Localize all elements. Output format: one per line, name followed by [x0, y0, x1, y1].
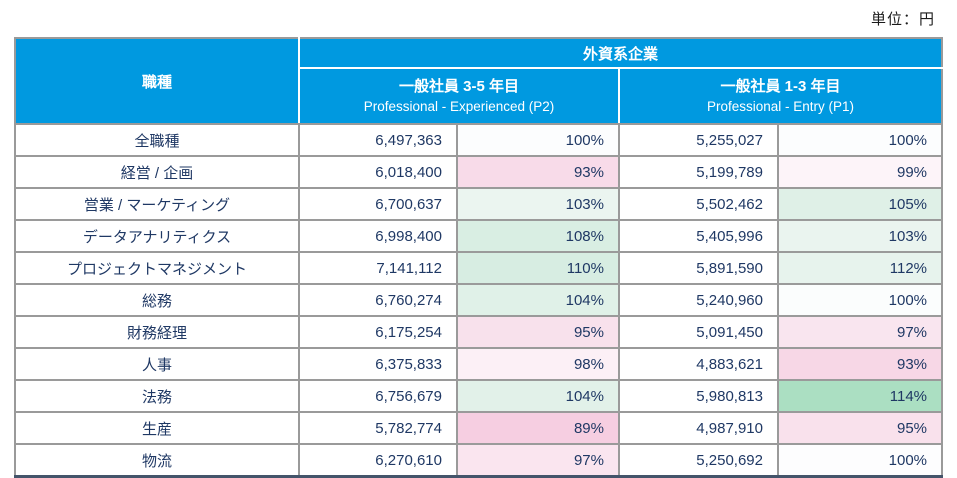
job-label: 物流: [14, 443, 300, 478]
job-label: 人事: [14, 347, 300, 381]
table-row: 経営 / 企画 6,018,400 93% 5,199,789 99%: [14, 155, 944, 189]
p1-ratio-value: 95%: [776, 411, 944, 445]
table-header: 職種 外資系企業 一般社員 3-5 年目 Professional - Expe…: [14, 37, 944, 125]
column-header-p2: 一般社員 3-5 年目 Professional - Experienced (…: [298, 67, 620, 125]
p2-salary-value: 6,497,363: [298, 123, 458, 157]
job-type-column-header: 職種: [14, 37, 300, 125]
p1-salary-value: 5,091,450: [618, 315, 779, 349]
table-row: 生産 5,782,774 89% 4,987,910 95%: [14, 411, 944, 445]
p1-ratio-value: 100%: [776, 123, 944, 157]
group-header-row: 職種 外資系企業: [14, 37, 944, 125]
p2-salary-value: 6,375,833: [298, 347, 458, 381]
p1-salary-value: 5,405,996: [618, 219, 779, 253]
p1-ratio-value: 103%: [776, 219, 944, 253]
p1-ratio-value: 100%: [776, 283, 944, 317]
p2-ratio-value: 89%: [456, 411, 620, 445]
p1-salary-value: 4,883,621: [618, 347, 779, 381]
p2-salary-value: 6,018,400: [298, 155, 458, 189]
salary-table: 職種 外資系企業 一般社員 3-5 年目 Professional - Expe…: [14, 37, 944, 478]
p2-ratio-value: 108%: [456, 219, 620, 253]
table-row: 法務 6,756,679 104% 5,980,813 114%: [14, 379, 944, 413]
sub-header-row: 一般社員 3-5 年目 Professional - Experienced (…: [15, 67, 944, 125]
p1-salary-value: 5,502,462: [618, 187, 779, 221]
p1-salary-value: 5,980,813: [618, 379, 779, 413]
p2-salary-value: 6,700,637: [298, 187, 458, 221]
job-label: データアナリティクス: [14, 219, 300, 253]
job-label: 全職種: [14, 123, 300, 157]
job-label: 法務: [14, 379, 300, 413]
p2-ratio-value: 95%: [456, 315, 620, 349]
p2-salary-value: 6,756,679: [298, 379, 458, 413]
p2-salary-value: 6,270,610: [298, 443, 458, 478]
job-label: 経営 / 企画: [14, 155, 300, 189]
p1-ratio-value: 105%: [776, 187, 944, 221]
p1-salary-value: 5,255,027: [618, 123, 779, 157]
p1-ratio-value: 99%: [776, 155, 944, 189]
p2-salary-value: 6,760,274: [298, 283, 458, 317]
column-header-p1-jp: 一般社員 1-3 年目: [720, 78, 841, 95]
p1-salary-value: 5,199,789: [618, 155, 779, 189]
table-row: データアナリティクス 6,998,400 108% 5,405,996 103%: [14, 219, 944, 253]
table-row: 全職種 6,497,363 100% 5,255,027 100%: [14, 123, 944, 157]
p1-salary-value: 5,240,960: [618, 283, 779, 317]
column-header-p1-en: Professional - Entry (P1): [706, 99, 855, 114]
p2-ratio-value: 98%: [456, 347, 620, 381]
p1-ratio-value: 97%: [776, 315, 944, 349]
p2-ratio-value: 103%: [456, 187, 620, 221]
p1-salary-value: 4,987,910: [618, 411, 779, 445]
job-label: プロジェクトマネジメント: [14, 251, 300, 285]
p2-salary-value: 7,141,112: [298, 251, 458, 285]
p1-ratio-value: 114%: [776, 379, 944, 413]
table-row: 人事 6,375,833 98% 4,883,621 93%: [14, 347, 944, 381]
table-row: 総務 6,760,274 104% 5,240,960 100%: [14, 283, 944, 317]
p2-salary-value: 6,998,400: [298, 219, 458, 253]
table-body: 全職種 6,497,363 100% 5,255,027 100% 経営 / 企画 6,01…: [14, 123, 944, 478]
table-row: プロジェクトマネジメント 7,141,112 110% 5,891,590 112%: [14, 251, 944, 285]
p1-ratio-value: 93%: [776, 347, 944, 381]
p1-ratio-value: 112%: [776, 251, 944, 285]
p2-ratio-value: 100%: [456, 123, 620, 157]
table-row: 財務経理 6,175,254 95% 5,091,450 97%: [14, 315, 944, 349]
table-row: 営業 / マーケティング 6,700,637 103% 5,502,462 105%: [14, 187, 944, 221]
unit-label: 単位：円: [870, 11, 935, 28]
job-label: 総務: [14, 283, 300, 317]
p2-ratio-value: 110%: [456, 251, 620, 285]
table-row: 物流 6,270,610 97% 5,250,692 100%: [14, 443, 944, 478]
p2-ratio-value: 104%: [456, 379, 620, 413]
job-label: 生産: [14, 411, 300, 445]
job-label: 営業 / マーケティング: [14, 187, 300, 221]
p1-salary-value: 5,250,692: [618, 443, 779, 478]
column-header-p1: 一般社員 1-3 年目 Professional - Entry (P1): [617, 67, 944, 125]
column-header-p2-jp: 一般社員 3-5 年目: [398, 78, 519, 95]
column-header-p2-en: Professional - Experienced (P2): [363, 99, 555, 114]
company-group-header: 外資系企業: [297, 37, 944, 69]
p1-ratio-value: 100%: [776, 443, 944, 478]
p2-ratio-value: 93%: [456, 155, 620, 189]
p2-ratio-value: 97%: [456, 443, 620, 478]
p2-ratio-value: 104%: [456, 283, 620, 317]
p2-salary-value: 6,175,254: [298, 315, 458, 349]
p1-salary-value: 5,891,590: [618, 251, 779, 285]
p2-salary-value: 5,782,774: [298, 411, 458, 445]
job-label: 財務経理: [14, 315, 300, 349]
